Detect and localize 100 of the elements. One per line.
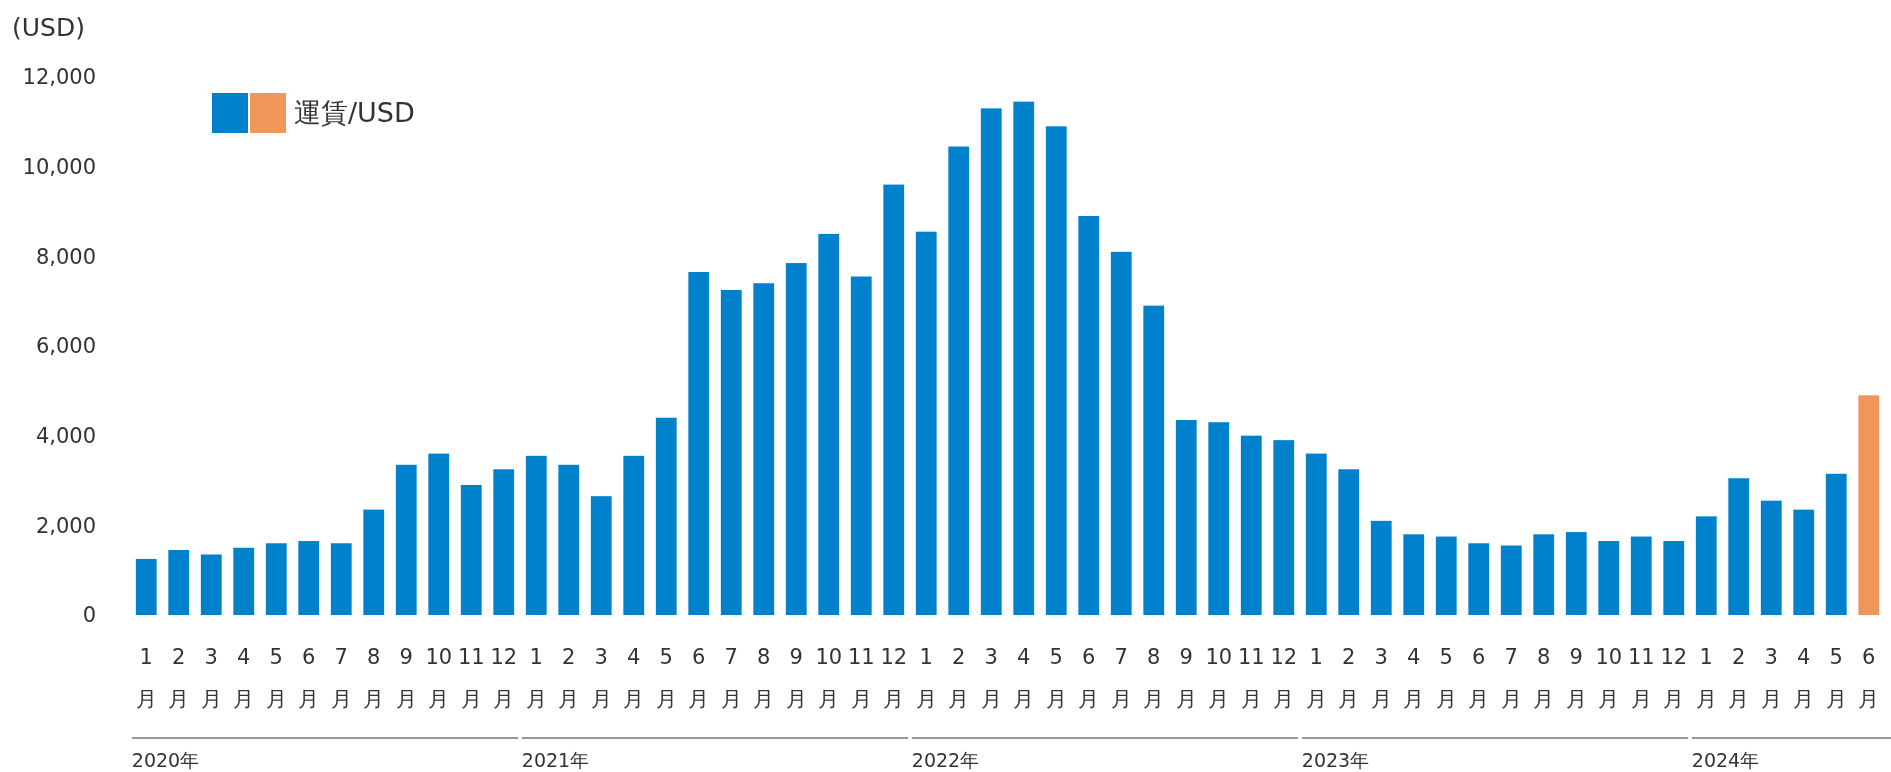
x-tick-label: 6月: [1858, 645, 1880, 711]
x-tick-label: 7月: [1500, 645, 1522, 711]
bar: [525, 455, 547, 615]
bar: [493, 469, 515, 615]
x-tick-label: 12月: [1270, 645, 1298, 711]
bar: [1565, 532, 1587, 615]
bar: [720, 289, 742, 615]
bar: [1468, 543, 1490, 615]
bar: [883, 184, 905, 615]
text: 2023年: [1301, 749, 1370, 771]
bar: [623, 455, 645, 615]
x-tick-label: 6月: [1468, 645, 1490, 711]
bar: [1598, 541, 1620, 615]
x-tick-label: 8月: [363, 645, 385, 711]
y-tick-label: 12,000: [22, 65, 96, 90]
bar: [1110, 251, 1132, 615]
bar: [915, 231, 937, 615]
bar: [1500, 545, 1522, 615]
y-tick-label: 6,000: [35, 334, 96, 359]
bar: [1175, 419, 1197, 615]
bar: [298, 541, 320, 615]
y-tick-label: 2,000: [35, 513, 96, 538]
bar: [1825, 473, 1847, 615]
text: 運賃/USD: [294, 97, 415, 128]
x-tick-label: 4月: [1793, 645, 1815, 711]
bar: [363, 509, 385, 615]
x-tick-label: 3月: [590, 645, 612, 711]
x-tick-label: 8月: [1533, 645, 1555, 711]
x-tick-label: 1月: [135, 645, 157, 711]
bar: [818, 233, 840, 615]
x-tick-label: 10月: [1205, 645, 1233, 711]
bar: [1760, 500, 1782, 615]
x-tick-label: 1月: [915, 645, 937, 711]
bar: [168, 549, 190, 615]
bar: [265, 543, 287, 615]
y-axis-title: (USD): [12, 13, 85, 42]
x-tick-label: 9月: [395, 645, 417, 711]
x-tick-label: 4月: [1403, 645, 1425, 711]
bar: [850, 276, 872, 615]
x-tick-label: 9月: [1565, 645, 1587, 711]
x-tick-label: 5月: [1045, 645, 1067, 711]
bar: [655, 417, 677, 615]
x-tick-label: 11月: [1627, 645, 1655, 711]
x-tick-label: 12月: [490, 645, 518, 711]
bar: [1403, 534, 1425, 615]
bar: [1045, 126, 1067, 615]
bar: [1533, 534, 1555, 615]
x-tick-label: 2月: [1728, 645, 1750, 711]
x-tick-label: 5月: [655, 645, 677, 711]
x-tick-label: 8月: [753, 645, 775, 711]
x-tick-label: 12月: [880, 645, 908, 711]
bar: [460, 484, 482, 615]
bar: [1273, 440, 1295, 615]
bar: [1338, 469, 1360, 615]
x-tick-label: 6月: [1078, 645, 1100, 711]
bar: [200, 554, 222, 615]
bar: [395, 464, 417, 615]
bar: [1695, 516, 1717, 615]
bar: [135, 558, 157, 615]
bar: [1370, 520, 1392, 615]
bar: [1858, 395, 1880, 615]
x-tick-label: 3月: [1760, 645, 1782, 711]
bar: [753, 283, 775, 615]
x-tick-label: 2月: [1338, 645, 1360, 711]
bar: [1728, 478, 1750, 615]
x-tick-label: 5月: [1435, 645, 1457, 711]
bar: [330, 543, 352, 615]
x-tick-label: 1月: [1305, 645, 1327, 711]
x-tick-label: 1月: [1695, 645, 1717, 711]
x-tick-label: 12月: [1660, 645, 1688, 711]
bar: [688, 272, 710, 615]
x-tick-label: 4月: [623, 645, 645, 711]
x-tick-label: 4月: [1013, 645, 1035, 711]
bar: [1305, 453, 1327, 615]
bar: [1143, 305, 1165, 615]
bar: [785, 263, 807, 615]
bar: [1078, 215, 1100, 615]
bar: [1208, 422, 1230, 615]
x-tick-label: 9月: [785, 645, 807, 711]
bar: [1793, 509, 1815, 615]
bar: [1663, 541, 1685, 615]
text: 2024年: [1691, 749, 1760, 771]
bar: [558, 464, 580, 615]
y-tick-label: 4,000: [35, 423, 96, 448]
x-tick-label: 10月: [425, 645, 453, 711]
x-tick-label: 3月: [200, 645, 222, 711]
x-tick-label: 11月: [1237, 645, 1265, 711]
x-tick-label: 4月: [233, 645, 255, 711]
bar: [980, 108, 1002, 615]
x-tick-label: 5月: [1825, 645, 1847, 711]
x-tick-label: 10月: [815, 645, 843, 711]
bar: [1013, 101, 1035, 615]
x-tick-label: 2月: [558, 645, 580, 711]
x-tick-label: 7月: [720, 645, 742, 711]
y-tick-label: 0: [82, 603, 96, 628]
y-tick-label: 8,000: [35, 244, 96, 269]
x-tick-label: 11月: [457, 645, 485, 711]
text: 2020年: [131, 749, 200, 771]
x-tick-label: 8月: [1143, 645, 1165, 711]
x-tick-label: 3月: [980, 645, 1002, 711]
